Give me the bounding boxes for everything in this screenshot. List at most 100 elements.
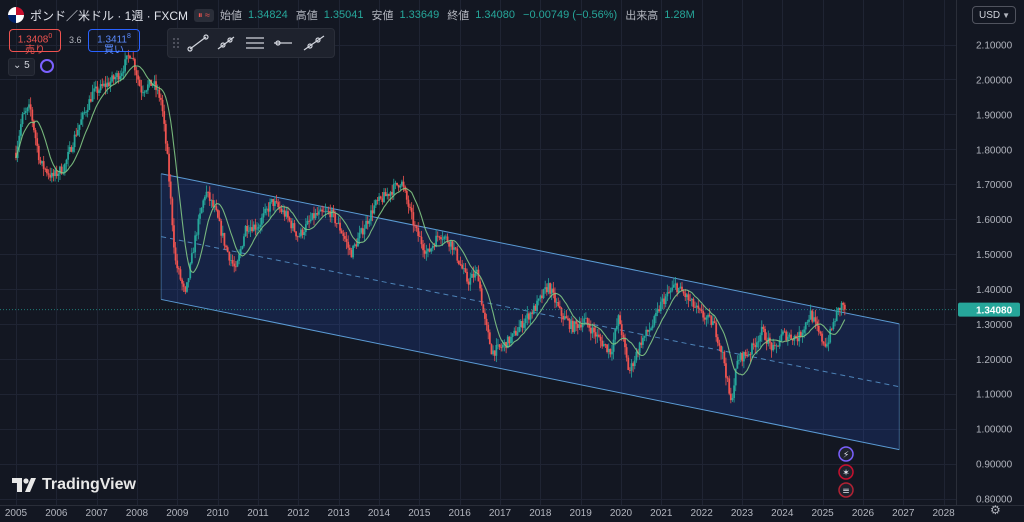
candle-body bbox=[125, 55, 128, 60]
candle-body bbox=[379, 196, 382, 199]
candle bbox=[317, 206, 320, 220]
y-tick-label: 1.60000 bbox=[976, 215, 1013, 226]
candle bbox=[475, 266, 478, 276]
candle bbox=[467, 278, 470, 291]
candle-body bbox=[31, 109, 34, 121]
grid bbox=[0, 0, 956, 505]
candle-body bbox=[751, 343, 753, 355]
candle bbox=[702, 304, 705, 322]
candle bbox=[832, 318, 835, 331]
candle bbox=[322, 206, 325, 213]
x-tick-label: 2020 bbox=[610, 508, 633, 519]
x-tick-label: 2005 bbox=[5, 508, 28, 519]
candle-body bbox=[223, 233, 226, 246]
candle-body bbox=[589, 327, 592, 334]
candle-body bbox=[423, 250, 426, 254]
candle-body bbox=[612, 339, 615, 352]
close-value: 1.34080 bbox=[475, 9, 516, 21]
candle-body bbox=[479, 281, 481, 289]
candle-body bbox=[461, 264, 464, 269]
candle-body bbox=[295, 231, 297, 237]
lightning-icon[interactable]: ⚡ bbox=[838, 446, 854, 462]
currency-selector[interactable]: USD ▼ bbox=[972, 6, 1016, 24]
candle-body bbox=[459, 264, 462, 265]
candle bbox=[153, 75, 156, 90]
candle-body bbox=[462, 268, 465, 270]
candle-body bbox=[617, 315, 620, 326]
candle bbox=[646, 329, 649, 336]
candle-body bbox=[313, 213, 315, 219]
parallel-channel-icon[interactable] bbox=[246, 37, 264, 49]
candle bbox=[510, 332, 512, 347]
indicator-settings-icon[interactable] bbox=[40, 59, 54, 73]
candle bbox=[254, 218, 257, 236]
uk-flag-icon[interactable]: ✶ bbox=[838, 464, 854, 480]
trendline-icon[interactable] bbox=[187, 34, 209, 52]
candle-body bbox=[49, 174, 52, 178]
y-tick-label: 1.70000 bbox=[976, 180, 1013, 191]
candle-body bbox=[347, 241, 350, 248]
candle-body bbox=[205, 191, 208, 197]
candle-body bbox=[611, 351, 613, 355]
candle-body bbox=[241, 246, 244, 249]
market-status-icon[interactable]: ⏸ ≈ bbox=[194, 8, 214, 22]
candle-body bbox=[171, 198, 174, 226]
candle-body bbox=[594, 332, 597, 337]
candle-body bbox=[554, 292, 556, 303]
candle bbox=[435, 229, 438, 248]
buy-price: 1.3411 bbox=[97, 34, 127, 46]
candle-body bbox=[164, 123, 167, 144]
candle-body bbox=[374, 200, 377, 206]
candle-body bbox=[322, 211, 325, 213]
candle-body bbox=[156, 89, 159, 91]
candle-body bbox=[523, 323, 525, 328]
candle-body bbox=[658, 309, 661, 312]
open-value: 1.34824 bbox=[247, 9, 288, 21]
candle-body bbox=[692, 298, 695, 307]
candle bbox=[532, 302, 535, 315]
candle-body bbox=[558, 306, 561, 308]
candle-body bbox=[78, 124, 81, 130]
candle bbox=[127, 49, 130, 63]
candle-body bbox=[519, 321, 522, 327]
candle bbox=[63, 162, 66, 176]
candle-body bbox=[580, 324, 582, 328]
candle-body bbox=[120, 73, 123, 77]
candle bbox=[181, 277, 183, 291]
candle-body bbox=[321, 209, 324, 212]
candle bbox=[485, 313, 488, 331]
y-tick-label: 2.10000 bbox=[976, 41, 1013, 52]
gear-icon[interactable]: ⚙ bbox=[990, 503, 1001, 517]
candle bbox=[602, 340, 605, 347]
horizontal-line-icon[interactable] bbox=[274, 40, 292, 46]
candle bbox=[819, 330, 822, 336]
candle bbox=[124, 52, 126, 77]
candle bbox=[563, 310, 566, 321]
candle-body bbox=[153, 81, 156, 85]
candle bbox=[140, 79, 143, 101]
extended-line-icon[interactable] bbox=[303, 35, 325, 51]
candle bbox=[200, 207, 203, 214]
candle-body bbox=[713, 321, 716, 323]
channel-upper-line bbox=[161, 173, 900, 325]
candle bbox=[316, 207, 319, 217]
spread-value: 3.6 bbox=[69, 35, 82, 45]
candle-body bbox=[88, 99, 91, 110]
ma-length-selector[interactable]: ⌄ 5 bbox=[8, 58, 35, 76]
candle bbox=[207, 191, 210, 198]
buy-button[interactable]: 1.34118 買い bbox=[88, 29, 140, 56]
candle bbox=[759, 332, 762, 348]
candle-body bbox=[529, 312, 532, 320]
candle-body bbox=[690, 298, 693, 301]
candle-body bbox=[474, 271, 477, 278]
us-flag-icon[interactable]: ≡ bbox=[838, 482, 854, 498]
candle-body bbox=[181, 279, 183, 284]
ray-icon[interactable] bbox=[217, 36, 235, 50]
candle-body bbox=[839, 307, 841, 311]
candle bbox=[840, 301, 843, 316]
candle bbox=[503, 339, 506, 352]
sell-button[interactable]: 1.34080 売り bbox=[9, 29, 61, 56]
candle bbox=[578, 316, 581, 331]
symbol-title[interactable]: ポンド／米ドル · 1週 · FXCM bbox=[30, 8, 188, 23]
